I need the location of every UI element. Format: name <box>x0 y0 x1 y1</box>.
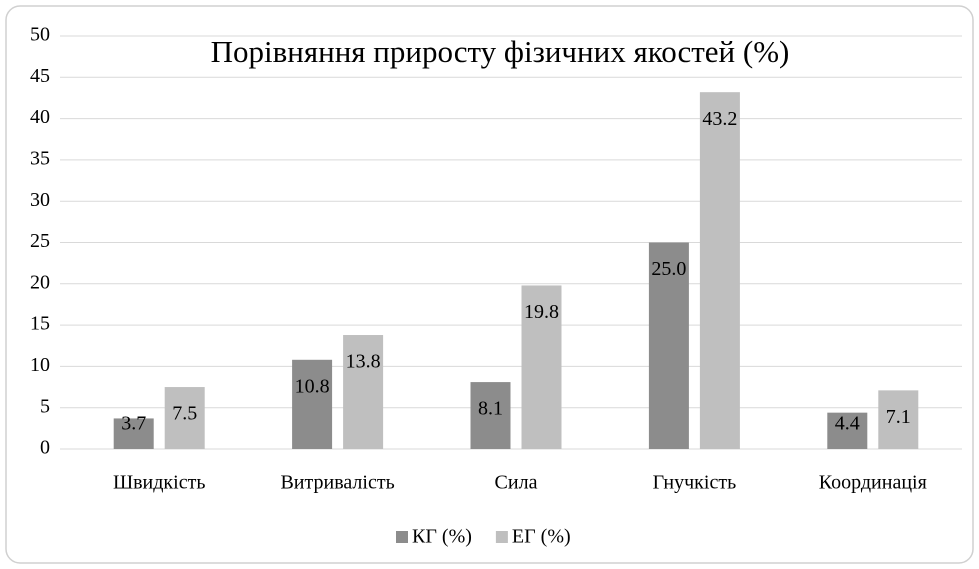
bar <box>470 382 511 449</box>
bar <box>113 418 154 449</box>
bar <box>648 242 689 449</box>
data-label: 7.1 <box>886 406 911 428</box>
bar <box>343 335 384 449</box>
data-label: 10.8 <box>295 375 330 397</box>
chart-title: Порівняння приросту фізичних якостей (%) <box>211 34 790 69</box>
y-tick-label: 0 <box>40 437 50 459</box>
data-label: 4.4 <box>835 413 860 435</box>
data-label: 13.8 <box>346 351 381 373</box>
data-label: 7.5 <box>172 403 197 425</box>
y-tick-label: 50 <box>30 24 50 46</box>
y-tick-label: 30 <box>30 189 50 211</box>
legend-label: ЕГ (%) <box>512 526 571 548</box>
legend-label: КГ (%) <box>412 526 472 548</box>
x-tick-label: Швидкість <box>113 472 206 494</box>
bar <box>292 359 333 449</box>
y-tick-label: 15 <box>30 313 50 335</box>
x-tick-label: Гнучкість <box>653 472 737 494</box>
bar <box>699 92 740 449</box>
y-tick-label: 25 <box>30 230 50 252</box>
data-label: 3.7 <box>121 413 146 435</box>
legend-swatch <box>495 531 508 543</box>
data-label: 43.2 <box>702 108 737 130</box>
legend-swatch <box>396 531 408 543</box>
bar <box>521 285 562 449</box>
y-tick-label: 20 <box>30 271 50 293</box>
data-label: 8.1 <box>478 398 503 420</box>
bar <box>827 412 868 449</box>
y-tick-label: 10 <box>30 354 50 376</box>
data-label: 19.8 <box>524 301 559 323</box>
bar <box>164 387 205 449</box>
x-tick-label: Витривалість <box>280 472 394 494</box>
bar <box>878 390 919 449</box>
y-tick-label: 45 <box>30 65 50 87</box>
x-tick-label: Сила <box>495 472 538 494</box>
data-label: 25.0 <box>651 258 686 280</box>
x-tick-label: Координація <box>819 472 927 494</box>
y-tick-label: 35 <box>30 147 50 169</box>
y-tick-label: 5 <box>40 395 50 417</box>
y-tick-label: 40 <box>30 106 50 128</box>
